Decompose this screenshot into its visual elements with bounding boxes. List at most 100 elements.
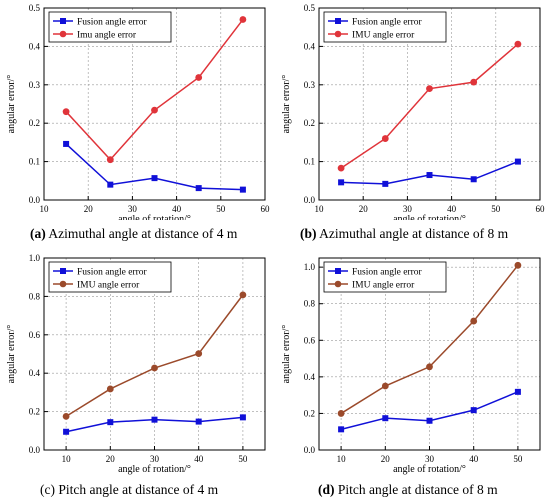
data-point-square: [426, 417, 433, 424]
chart-panel-d: 10 20 30 40 50 0.0 0.2 0.4 0.6 0.8 1.0 angle of rot…: [275, 250, 550, 480]
data-point-circle: [514, 40, 522, 48]
data-point-square: [338, 179, 345, 186]
x-tick-label: 60: [261, 204, 271, 214]
chart-c: 10 20 30 40 50 0.0 0.2 0.4 0.6 0.8 1.0 angle of rot…: [6, 253, 266, 475]
data-point-square: [63, 140, 70, 147]
data-point-circle: [151, 106, 158, 114]
chart-b: 10 20 30 40 50 60 0.0 0.1 0.2 0.3 0.4 0.5 angle of r…: [281, 3, 546, 225]
legend-label-0: Fusion angle error: [77, 18, 147, 28]
y-tick-label: 1.0: [304, 262, 316, 272]
y-tick-label: 0.0: [29, 445, 41, 455]
y-tick-label: 0.1: [304, 157, 315, 167]
chart-panel-b: 10 20 30 40 50 60 0.0 0.1 0.2 0.3 0.4 0.5 angle of r…: [275, 0, 550, 225]
legend-label-1: IMU angle error: [352, 31, 415, 41]
y-axis-label: angular error/°: [6, 75, 17, 134]
legend-marker-square: [60, 268, 66, 274]
data-point-square: [470, 176, 477, 183]
legend-marker-circle: [59, 280, 67, 288]
plot-frame: [43, 7, 266, 201]
plot-frame: [318, 7, 541, 201]
y-tick-label: 0.4: [29, 41, 41, 51]
data-point-square: [338, 426, 345, 433]
legend-label-1: Imu angle error: [77, 31, 137, 41]
y-tick-label: 0.4: [304, 41, 316, 51]
data-point-circle: [195, 350, 203, 358]
data-point-square: [107, 181, 114, 188]
caption-a-letter: (a): [30, 226, 46, 241]
legend-label-1: IMU angle error: [77, 281, 140, 291]
data-point-square: [514, 388, 521, 395]
data-point-square: [195, 418, 202, 425]
data-point-square: [63, 428, 70, 435]
x-tick-label: 30: [403, 204, 413, 214]
data-point-square: [151, 175, 158, 182]
data-point-square: [426, 172, 433, 179]
x-tick-label: 10: [315, 204, 325, 214]
legend-marker-square: [335, 268, 341, 274]
legend-marker-square: [335, 18, 341, 24]
y-tick-label: 0.5: [304, 3, 316, 13]
y-tick-label: 0.2: [29, 407, 40, 417]
y-tick-label: 0.8: [29, 291, 41, 301]
series-line-1: [340, 43, 519, 169]
series-line-0: [65, 143, 243, 191]
legend-box: [48, 261, 172, 293]
x-tick-label: 10: [40, 204, 50, 214]
y-tick-label: 0.8: [304, 299, 316, 309]
x-tick-label: 10: [337, 454, 347, 464]
y-tick-label: 0.6: [304, 335, 316, 345]
y-axis-label: angular error/°: [281, 325, 292, 384]
data-point-square: [382, 415, 389, 422]
legend-label-0: Fusion angle error: [352, 18, 422, 28]
x-tick-label: 30: [150, 454, 160, 464]
legend-label-0: Fusion angle error: [352, 268, 422, 278]
x-axis-label: angle of rotation/°: [118, 464, 191, 475]
legend-label-1: IMU angle error: [352, 281, 415, 291]
data-point-circle: [426, 85, 433, 93]
data-point-circle: [62, 413, 70, 420]
caption-a: (a) Azimuthal angle at distance of 4 m: [30, 226, 237, 242]
data-point-circle: [106, 156, 114, 164]
y-tick-label: 0.6: [29, 330, 41, 340]
y-tick-label: 0.0: [29, 195, 41, 205]
chart-panel-a: 10 20 30 40 50 60 0.0 0.1 0.2 0.3 0.4 0.5 angle of r…: [0, 0, 275, 225]
data-point-circle: [195, 74, 203, 81]
data-point-circle: [514, 261, 522, 269]
caption-c-text: Pitch angle at distance of 4 m: [54, 482, 219, 497]
x-tick-label: 30: [425, 454, 435, 464]
legend-marker-circle: [334, 30, 342, 38]
data-point-square: [239, 186, 246, 193]
y-tick-label: 0.2: [304, 408, 315, 418]
data-point-circle: [381, 135, 389, 142]
x-tick-label: 40: [194, 454, 204, 464]
data-point-circle: [106, 385, 114, 393]
y-tick-label: 0.2: [304, 118, 315, 128]
x-axis-label: angle of rotation/°: [393, 464, 466, 475]
x-tick-label: 50: [238, 454, 248, 464]
legend-label-0: Fusion angle error: [77, 268, 147, 278]
data-point-square: [470, 407, 477, 414]
caption-c: (c) Pitch angle at distance of 4 m: [40, 482, 218, 498]
data-point-circle: [62, 108, 70, 116]
caption-d-letter: (d): [318, 482, 335, 497]
y-axis-label: angular error/°: [6, 325, 17, 384]
x-tick-label: 50: [491, 204, 501, 214]
caption-b-text: Azimuthal angle at distance of 8 m: [316, 226, 509, 241]
x-tick-label: 40: [469, 454, 479, 464]
caption-b: (b) Azimuthal angle at distance of 8 m: [300, 226, 508, 242]
x-axis-label: angle of rotation/°: [393, 214, 466, 220]
legend-box: [48, 11, 172, 43]
x-tick-label: 60: [536, 204, 546, 214]
data-point-circle: [239, 16, 247, 23]
legend-marker-circle: [59, 30, 67, 38]
legend-marker-square: [60, 18, 66, 24]
data-point-circle: [426, 363, 433, 371]
y-tick-label: 0.2: [29, 118, 40, 128]
x-tick-label: 10: [62, 454, 72, 464]
caption-c-letter: (c): [40, 482, 55, 497]
y-tick-label: 0.3: [304, 80, 316, 90]
data-point-square: [151, 416, 158, 423]
x-axis-label: angle of rotation/°: [118, 214, 191, 220]
data-point-circle: [470, 78, 478, 86]
data-point-circle: [381, 382, 389, 390]
